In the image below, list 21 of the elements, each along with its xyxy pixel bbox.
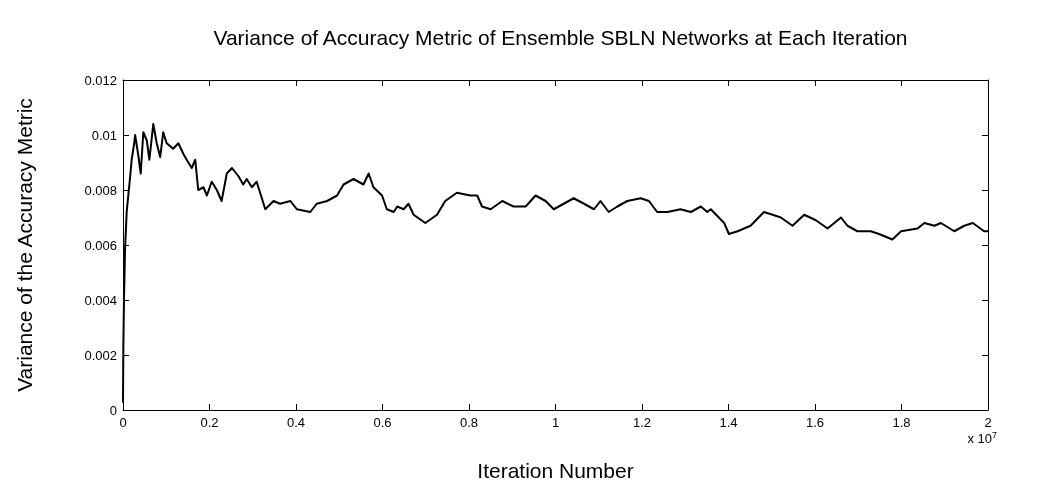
x-tick-label: 1 xyxy=(551,415,560,430)
x-tick-label: 0.4 xyxy=(286,415,306,430)
x-tick-label: 0.2 xyxy=(200,415,219,430)
x-axis-title: Iteration Number xyxy=(477,459,634,482)
x-tick-label: 0.6 xyxy=(373,415,392,430)
x-tick-label: 0 xyxy=(119,415,127,430)
x-tick-label: 1.4 xyxy=(719,415,738,430)
x-tick-label: 0.8 xyxy=(459,415,479,430)
x-tick-label: 2 xyxy=(984,415,992,430)
y-tick-label: 0.002 xyxy=(84,347,117,363)
y-tick-label: 0.01 xyxy=(91,127,117,143)
x-tick-label: 1.8 xyxy=(892,415,911,430)
y-tick-label: 0 xyxy=(109,402,117,418)
y-tick-label: 0.012 xyxy=(84,72,117,88)
x-tick-label: 1.6 xyxy=(805,415,825,430)
chart-title: Variance of Accuracy Metric of Ensemble SBLN Networks at Each Iteration xyxy=(213,26,908,49)
y-tick-label: 0.008 xyxy=(84,182,117,198)
y-tick-label: 0.004 xyxy=(84,292,117,308)
y-tick-label: 0.006 xyxy=(84,237,117,253)
y-axis-title: Variance of the Accuracy Metric xyxy=(13,98,36,392)
x-tick-label: 1.2 xyxy=(632,415,652,430)
